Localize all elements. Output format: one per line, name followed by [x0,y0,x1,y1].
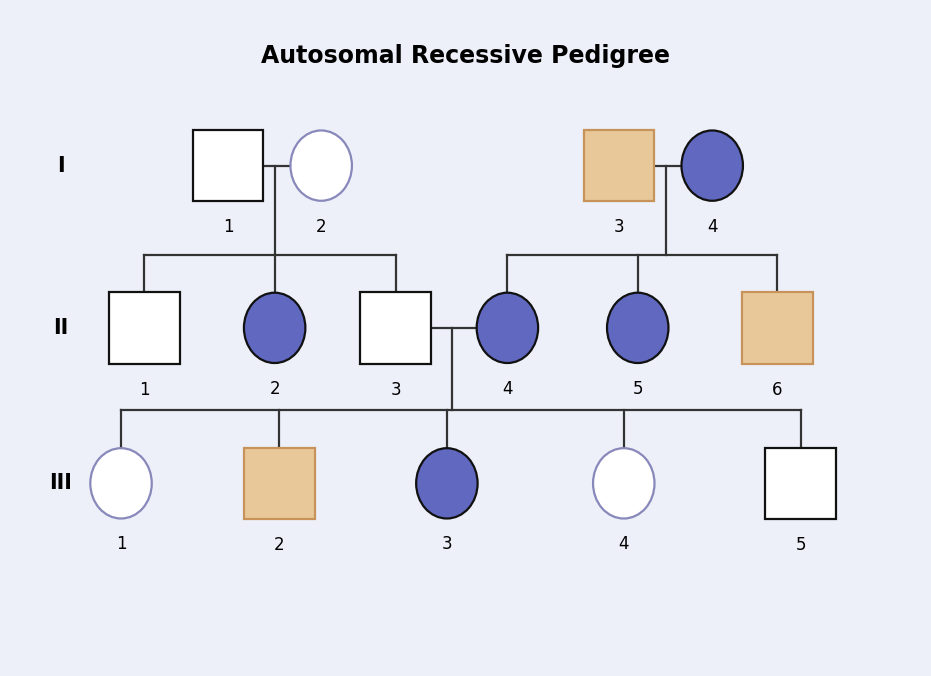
Text: 3: 3 [390,381,401,399]
Text: 1: 1 [139,381,150,399]
Text: 2: 2 [316,218,327,236]
Ellipse shape [416,448,478,518]
Text: 1: 1 [223,218,234,237]
FancyBboxPatch shape [584,130,654,201]
Text: 3: 3 [441,535,452,554]
FancyBboxPatch shape [109,292,180,364]
Text: 6: 6 [772,381,783,399]
FancyBboxPatch shape [742,292,813,364]
FancyBboxPatch shape [765,448,836,519]
Ellipse shape [681,130,743,201]
Ellipse shape [90,448,152,518]
FancyBboxPatch shape [360,292,431,364]
Text: I: I [57,155,64,176]
Ellipse shape [290,130,352,201]
Text: 4: 4 [707,218,718,236]
Ellipse shape [607,293,668,363]
Ellipse shape [593,448,654,518]
FancyBboxPatch shape [244,448,315,519]
Ellipse shape [244,293,305,363]
Ellipse shape [477,293,538,363]
Text: II: II [53,318,68,338]
Text: 4: 4 [618,535,629,554]
Text: 1: 1 [115,535,127,554]
FancyBboxPatch shape [193,130,263,201]
Text: 2: 2 [274,536,285,554]
Text: 3: 3 [614,218,625,237]
Text: Autosomal Recessive Pedigree: Autosomal Recessive Pedigree [261,44,670,68]
Text: III: III [49,473,72,493]
Text: 2: 2 [269,380,280,398]
Text: 4: 4 [502,380,513,398]
Text: 5: 5 [632,380,643,398]
Text: 5: 5 [795,536,806,554]
